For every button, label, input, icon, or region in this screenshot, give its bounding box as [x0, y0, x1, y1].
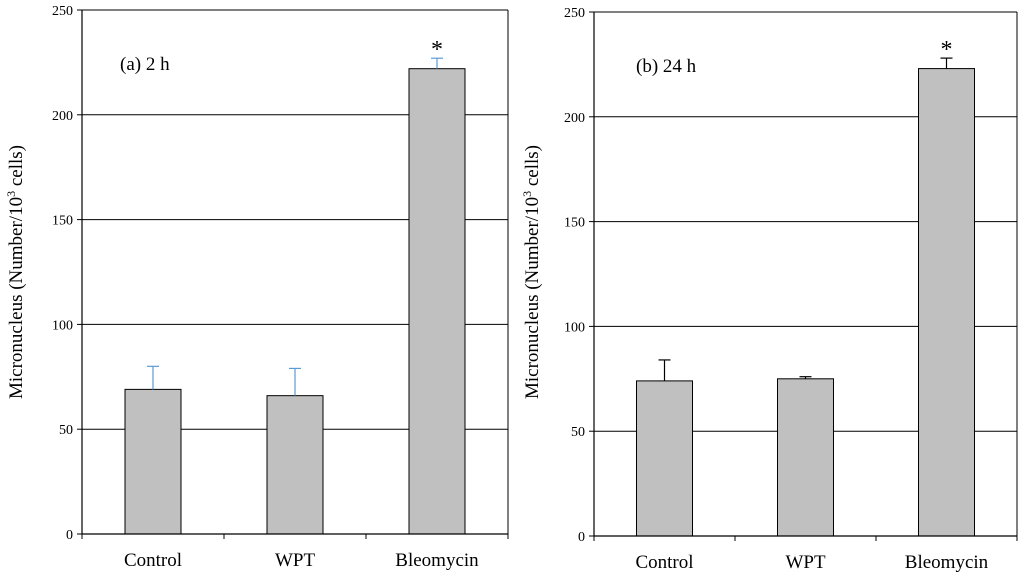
x-tick-label: WPT: [785, 552, 826, 573]
bar: [266, 395, 324, 535]
x-tick-label: Bleomycin: [395, 550, 479, 571]
bar: [918, 68, 975, 537]
x-tick-label: Bleomycin: [905, 552, 989, 573]
significance-marker: *: [941, 37, 953, 63]
x-tick-label: Control: [124, 550, 182, 571]
y-tick-label: 50: [59, 423, 73, 438]
panel-title: (b) 24 h: [636, 56, 697, 77]
significance-marker: *: [431, 37, 443, 63]
x-tick-label: Control: [635, 552, 693, 573]
y-axis-label: Micronucleus (Number/103 cells): [4, 145, 27, 399]
y-tick-label: 0: [578, 530, 585, 545]
y-tick-label: 150: [52, 214, 73, 229]
y-axis-label: Micronucleus (Number/103 cells): [520, 145, 543, 399]
y-tick-label: 100: [564, 320, 585, 335]
bar: [777, 378, 834, 537]
y-tick-label: 250: [52, 4, 73, 19]
y-tick-label: 50: [571, 425, 585, 440]
y-tick-label: 200: [52, 109, 73, 124]
bar: [408, 68, 466, 535]
panel-title: (a) 2 h: [120, 54, 170, 75]
bar: [636, 380, 693, 537]
y-tick-label: 100: [52, 318, 73, 333]
x-tick-label: WPT: [275, 550, 316, 571]
y-tick-label: 250: [564, 6, 585, 21]
chart-panel-a: Micronucleus (Number/103 cells) (a) 2 h …: [4, 4, 509, 571]
y-tick-label: 200: [564, 111, 585, 126]
bar: [124, 388, 182, 535]
y-tick-label: 0: [66, 528, 73, 543]
y-tick-label: 150: [564, 216, 585, 231]
chart-panel-b: Micronucleus (Number/103 cells) (b) 24 h…: [520, 6, 1018, 573]
